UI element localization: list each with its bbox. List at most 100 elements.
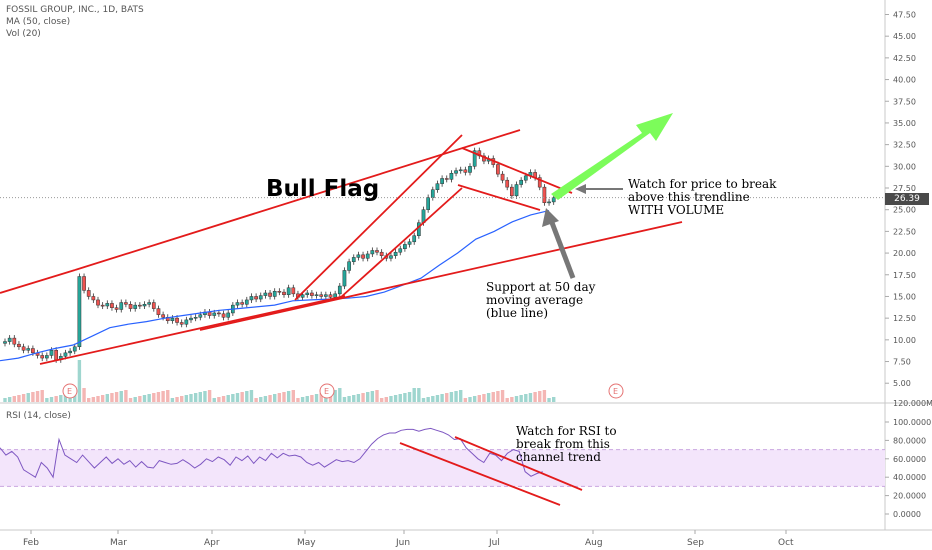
volume-bar [147, 394, 151, 402]
candle-body [198, 314, 203, 318]
price-tick-label: 10.00 [893, 336, 916, 345]
candle-body [212, 312, 217, 316]
price-tick-label: 20.00 [893, 249, 916, 258]
volume-bar [217, 397, 221, 402]
symbol-line[interactable]: FOSSIL GROUP, INC., 1D, BATS [6, 5, 144, 15]
volume-bar [49, 397, 54, 402]
candle-body [249, 296, 254, 301]
volume-bar [226, 395, 230, 402]
candle-body [133, 304, 138, 309]
volume-bar [333, 390, 337, 402]
candle-body [45, 355, 49, 359]
volume-bar [124, 390, 128, 402]
candle-body [342, 270, 347, 287]
support-note: Support at 50 day moving average (blue l… [486, 281, 595, 320]
volume-bar [491, 392, 495, 402]
volume-bar [482, 394, 486, 402]
vol-label[interactable]: Vol (20) [6, 29, 41, 39]
candle-body [114, 307, 119, 310]
volume-tick-label: 120.000M [893, 399, 932, 408]
candle-body [375, 250, 379, 253]
candle-body [435, 183, 440, 190]
candle-body [389, 255, 393, 259]
volume-bar [542, 390, 547, 402]
rsi-label[interactable]: RSI (14, close) [6, 411, 71, 421]
volume-bar [514, 396, 519, 402]
volume-bar [273, 394, 277, 402]
rsi-channel-upper [454, 436, 583, 491]
volume-bar [235, 393, 240, 402]
volume-bar [347, 396, 351, 402]
time-tick-label: Sep [687, 538, 704, 548]
price-tick-label: 37.50 [893, 97, 916, 106]
volume-bar [100, 395, 105, 402]
candle-body [142, 304, 147, 307]
candle-body [170, 317, 175, 322]
candle-body [82, 276, 86, 291]
volume-bar [40, 390, 44, 402]
volume-bar [207, 390, 212, 402]
volume-bar [254, 398, 258, 402]
candle-body [444, 178, 449, 180]
candle-body [207, 311, 212, 316]
candle-body [472, 150, 477, 167]
flag-lower-line [457, 184, 541, 211]
candle-body [347, 261, 351, 271]
price-tick-label: 30.00 [893, 162, 916, 171]
rsi-note-line-3: channel trend [516, 450, 601, 464]
lower-channel-line [39, 295, 346, 365]
volume-bar [477, 395, 481, 402]
candle-body [244, 299, 249, 305]
price-tick-label: 15.00 [893, 292, 916, 301]
volume-bar [198, 392, 202, 402]
price-tick-label: 40.00 [893, 76, 916, 85]
bull-flag-title: Bull Flag [266, 176, 380, 202]
volume-bar [547, 398, 551, 402]
volume-bar [221, 396, 226, 402]
rsi-note-line-1: Watch for RSI to [516, 424, 617, 438]
price-tick-label: 42.50 [893, 54, 916, 63]
candle-body [463, 169, 468, 173]
candle-body [500, 173, 505, 181]
rsi-line [0, 427, 543, 479]
candle-body [240, 302, 245, 305]
flagpole-upper-line [294, 134, 463, 301]
volume-bar [21, 394, 26, 402]
candle-body [63, 352, 68, 357]
candle-body [72, 346, 77, 352]
volume-bar [500, 390, 505, 402]
volume-bar [114, 392, 119, 402]
candle-body [258, 295, 263, 300]
volume-bar [352, 395, 356, 402]
volume-bar [184, 395, 189, 402]
candle-body [356, 254, 361, 258]
candle-body [282, 291, 286, 295]
candle-body [54, 350, 58, 361]
breakout-note-line-1: Watch for price to break [628, 177, 777, 191]
volume-bar [119, 391, 123, 402]
flag-upper-line [461, 147, 573, 194]
flagpole-lower-line [339, 187, 463, 299]
volume-bar [286, 391, 291, 402]
volume-bar [510, 397, 514, 402]
volume-bar [468, 397, 472, 402]
rsi-tick-label: 100.0000 [893, 418, 931, 427]
volume-bar [393, 395, 398, 402]
volume-bar [87, 398, 91, 402]
candle-body [319, 294, 324, 297]
volume-bar [277, 393, 282, 402]
volume-bar [212, 398, 216, 402]
volume-bar [12, 396, 16, 402]
time-tick-label: Apr [204, 538, 220, 548]
candle-body [151, 302, 156, 309]
volume-bar [166, 390, 170, 402]
ma-label[interactable]: MA (50, close) [6, 17, 71, 27]
candle-body [324, 294, 328, 297]
volume-bar [431, 396, 435, 402]
price-tick-label: 32.50 [893, 141, 916, 150]
time-tick-label: Jul [488, 538, 500, 548]
volume-bar [296, 398, 300, 402]
volume-bar [291, 390, 295, 402]
time-tick-label: Feb [23, 538, 39, 548]
